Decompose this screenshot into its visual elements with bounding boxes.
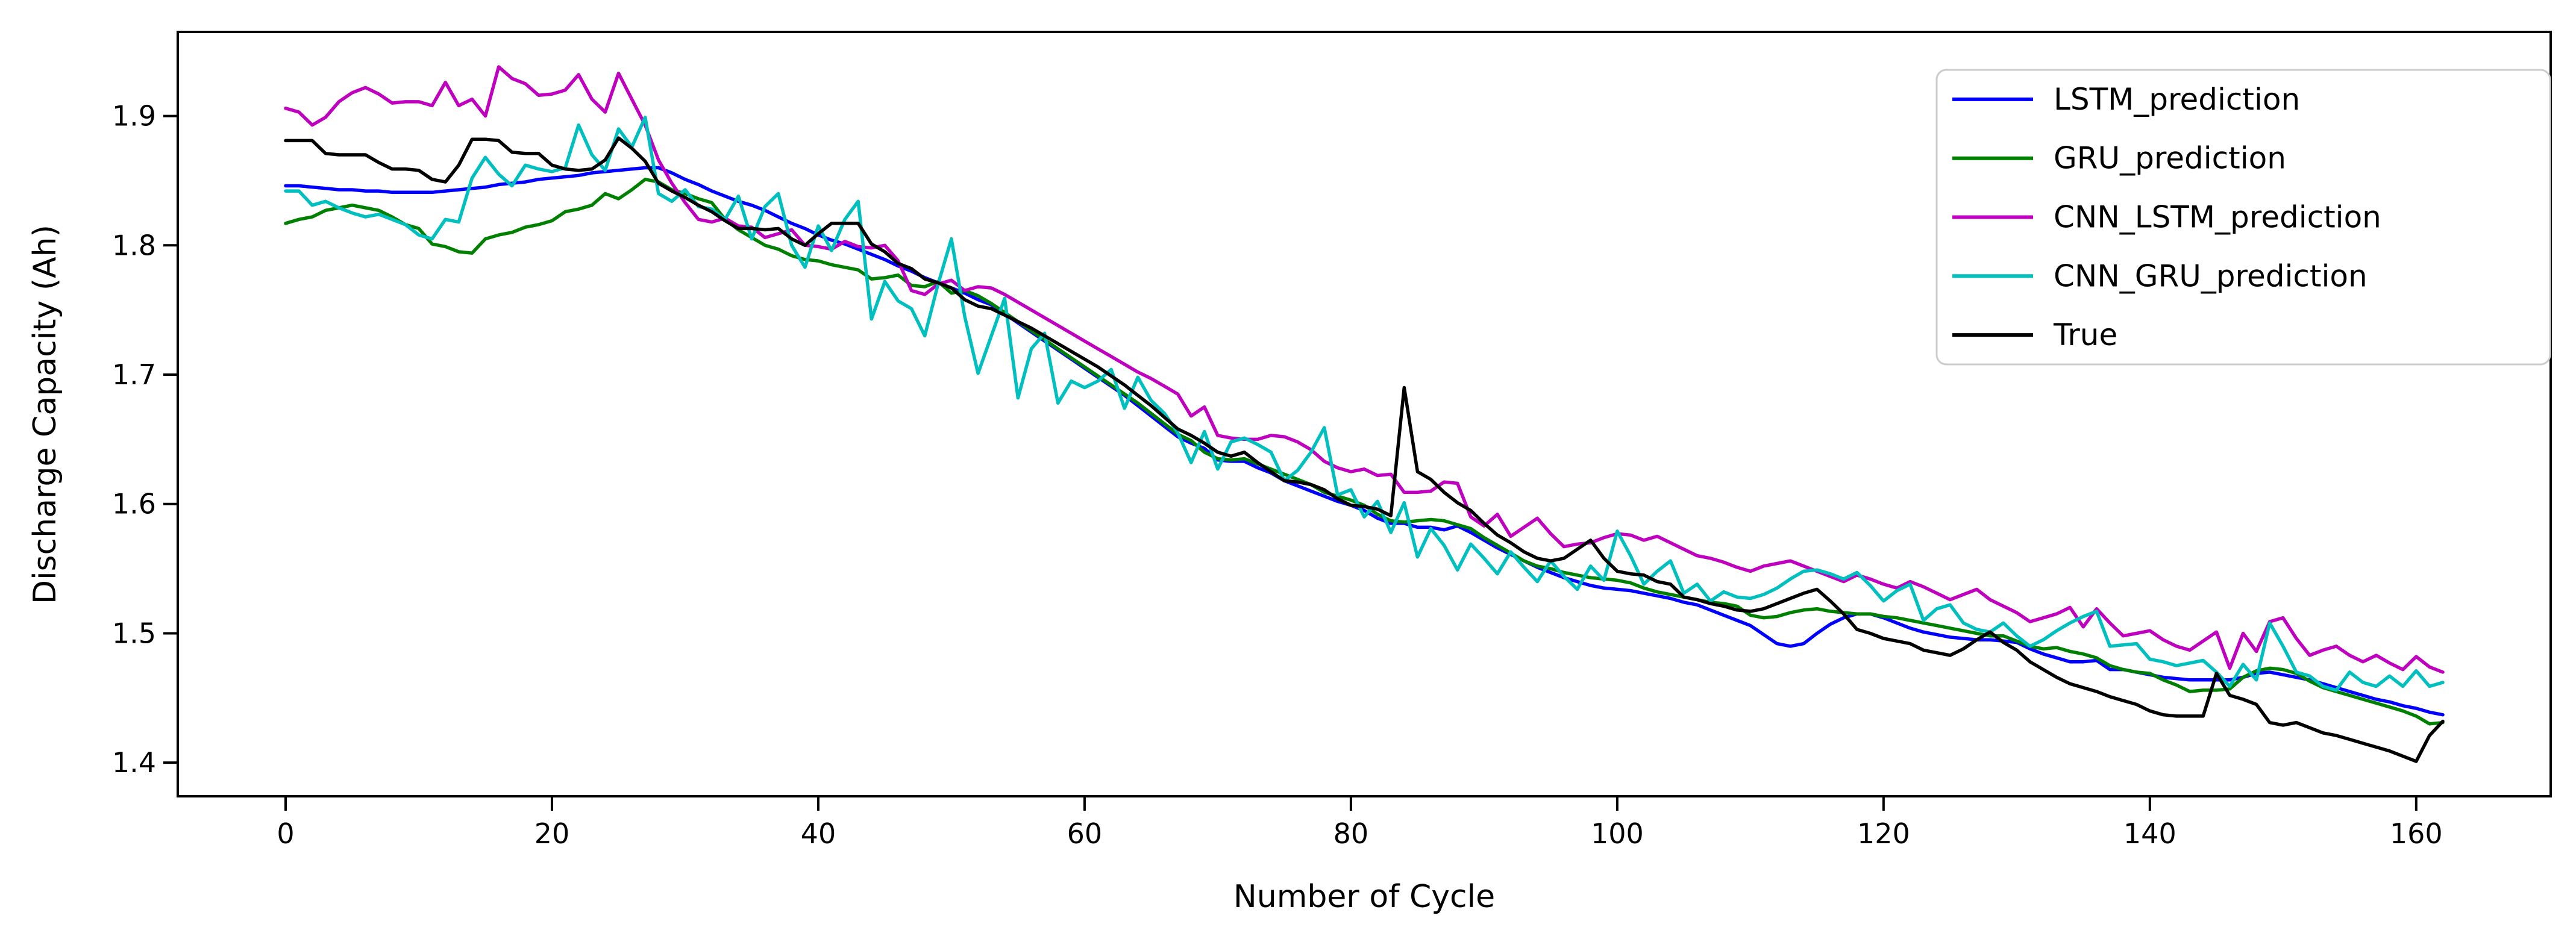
legend: LSTM_prediction GRU_prediction CNN_LSTM_pr… [1935,69,2551,366]
x-tick-label: 0 [277,817,294,850]
y-tick-label: 1.7 [112,358,156,391]
series-lines [284,65,2445,763]
series-line-True [284,136,2445,763]
x-tick-label: 40 [801,817,836,850]
legend-label: LSTM_prediction [2054,82,2300,117]
axis-ticks: 0 20 40 60 80 100 120 140 160 1.4 1.5 1.6 1.7 1.8 1.9 [112,100,2443,850]
x-tick-label: 80 [1333,817,1369,850]
x-tick-label: 60 [1067,817,1103,850]
legend-item-GRU_prediction: GRU_prediction [1952,141,2286,176]
y-tick-label: 1.6 [112,488,156,520]
plot-area [177,31,2552,797]
axes-frame [177,31,2552,797]
legend-box [1935,69,2551,366]
x-tick-label: 140 [2123,817,2176,850]
x-tick-label: 120 [1857,817,1910,850]
y-tick-label: 1.9 [112,100,156,133]
legend-item-CNN_GRU_prediction: CNN_GRU_prediction [1952,258,2368,293]
legend-label: True [2053,317,2117,352]
series-line-CNN_GRU_prediction [284,115,2445,692]
x-tick-label: 100 [1591,817,1644,850]
x-axis-label: Number of Cycle [1233,879,1495,915]
y-tick-label: 1.4 [112,746,156,779]
legend-item-LSTM_prediction: LSTM_prediction [1952,82,2300,117]
legend-label: CNN_GRU_prediction [2054,258,2368,293]
series-line-LSTM_prediction [284,166,2445,717]
legend-item-CNN_LSTM_prediction: CNN_LSTM_prediction [1952,200,2381,235]
y-axis-label: Discharge Capacity (Ah) [27,225,63,604]
y-tick-label: 1.8 [112,229,156,261]
y-tick-label: 1.5 [112,617,156,649]
legend-label: CNN_LSTM_prediction [2054,200,2381,235]
legend-label: GRU_prediction [2054,141,2286,176]
x-tick-label: 20 [534,817,570,850]
legend-item-True: True [1952,317,2117,352]
x-tick-label: 160 [2390,817,2443,850]
